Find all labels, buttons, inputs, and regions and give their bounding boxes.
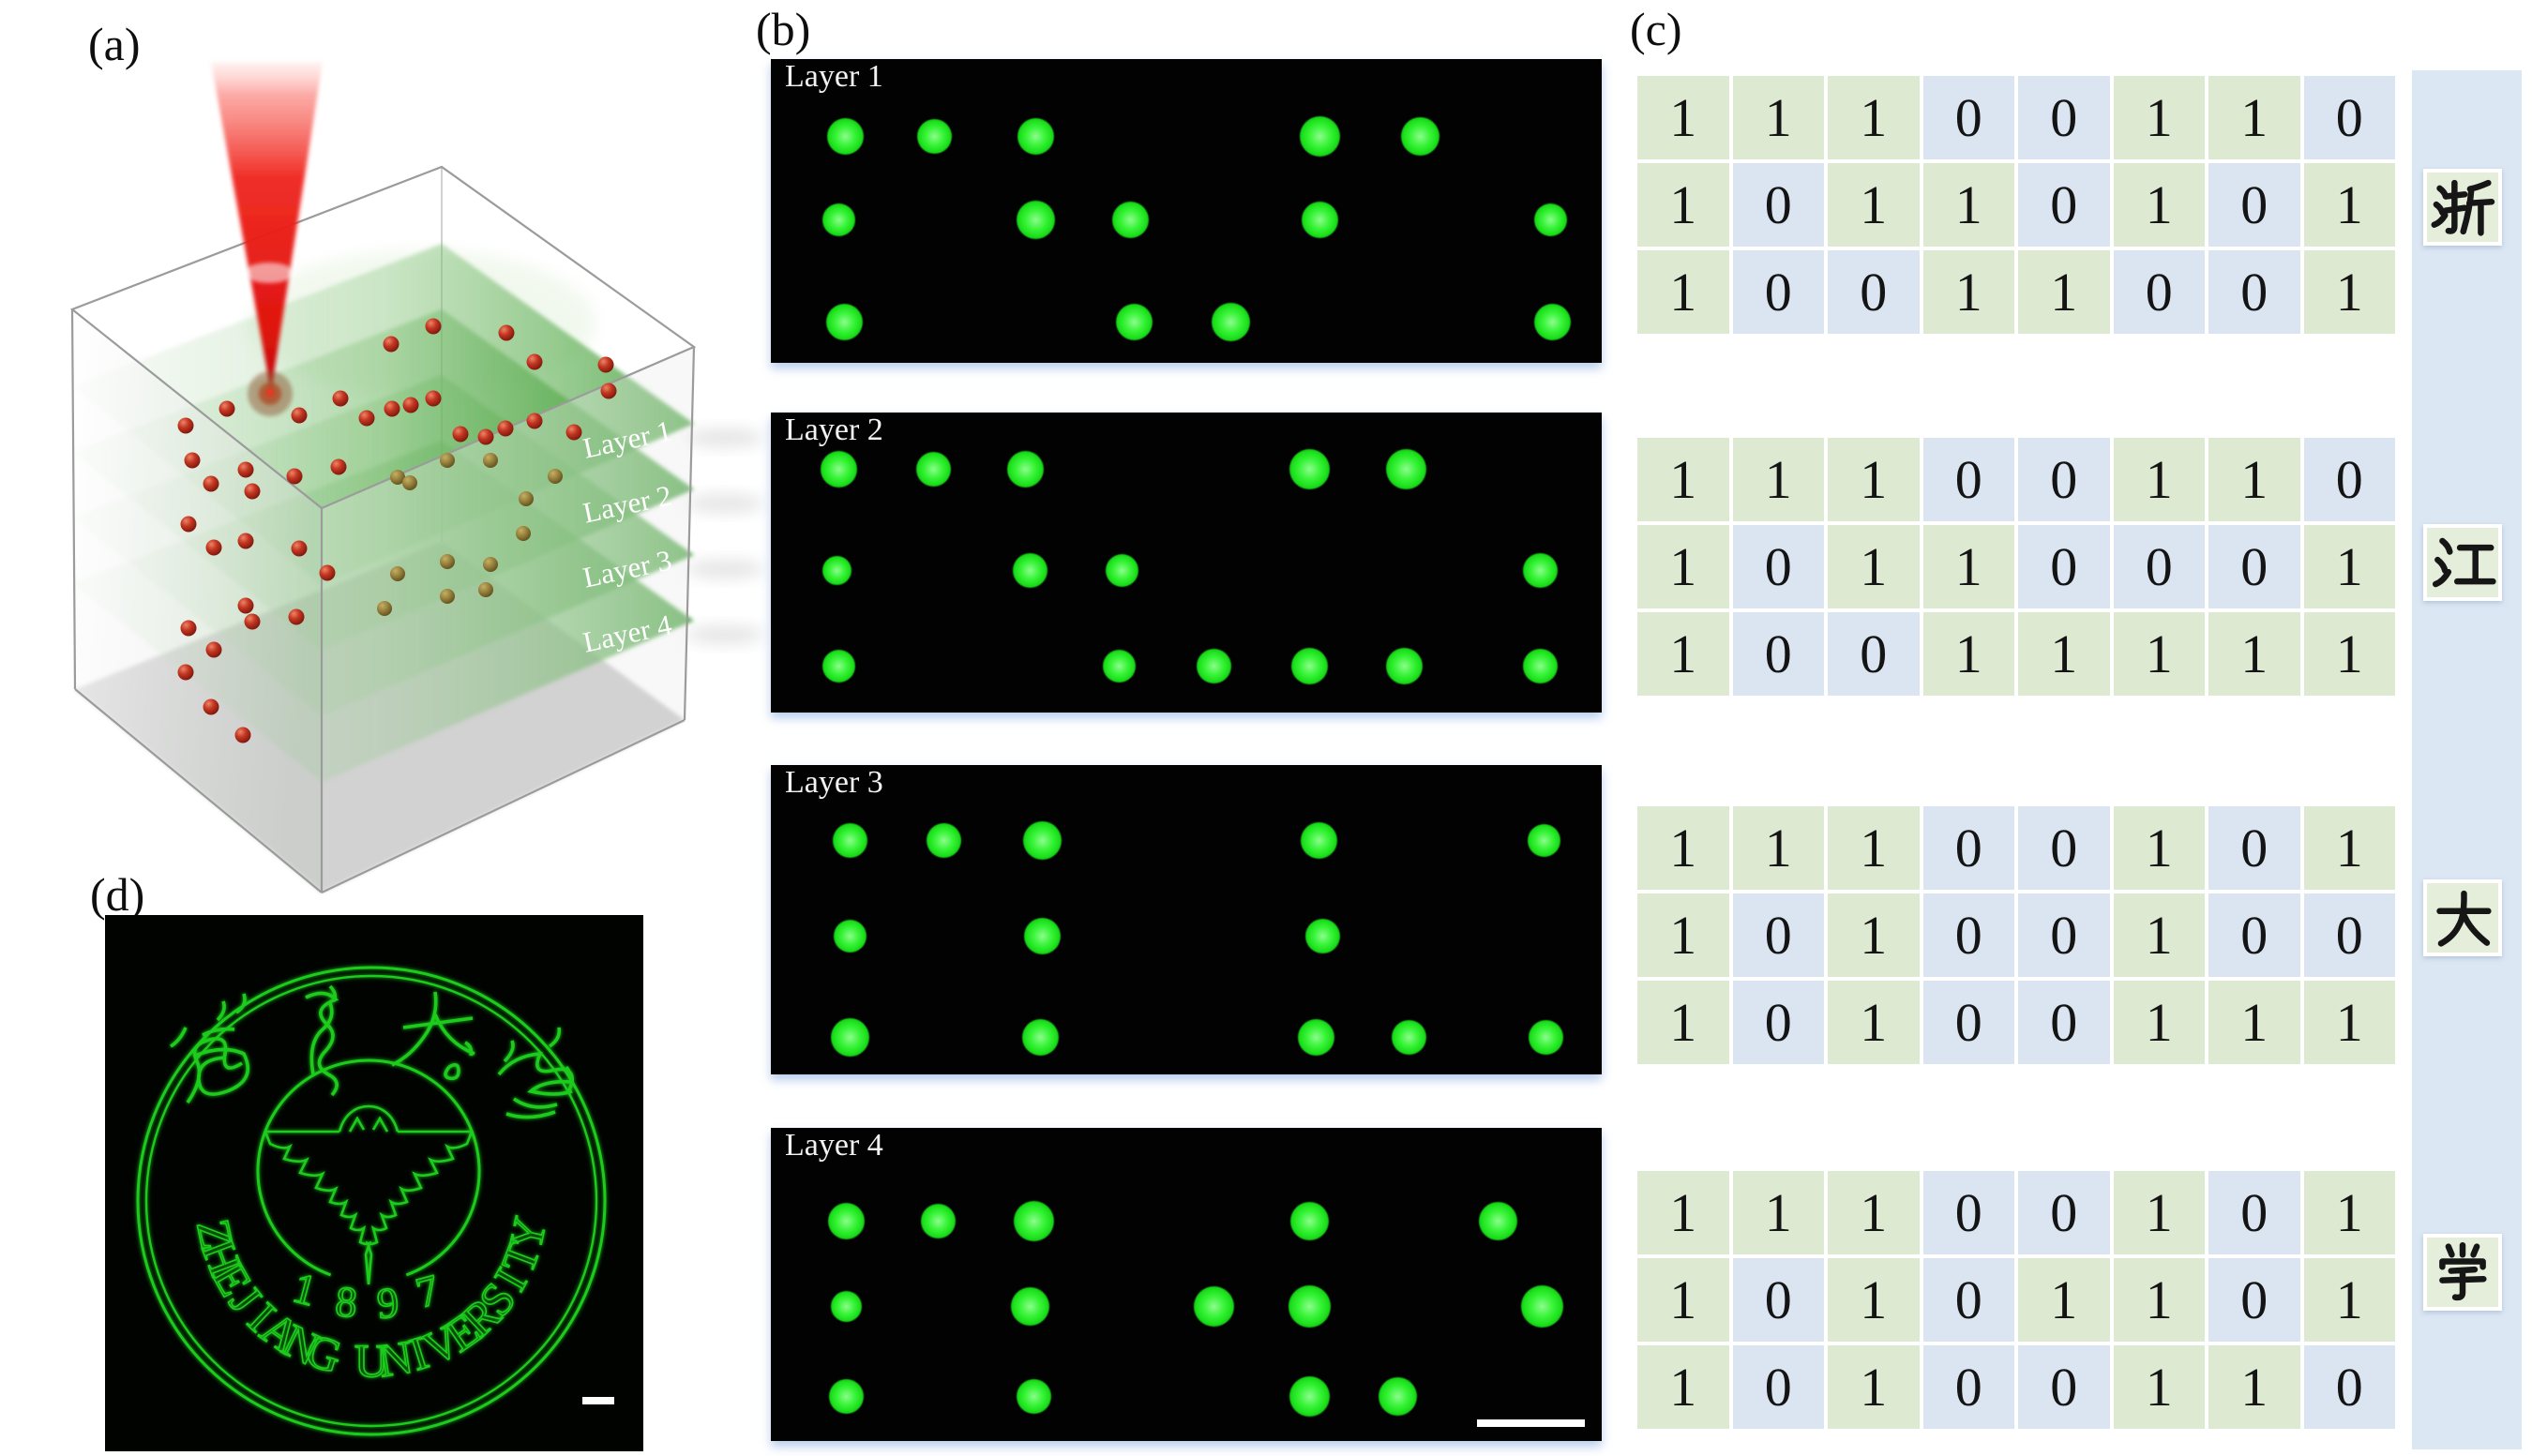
svg-text:U: U	[354, 1334, 388, 1387]
svg-text:8: 8	[334, 1277, 359, 1327]
svg-text:9: 9	[375, 1278, 400, 1328]
